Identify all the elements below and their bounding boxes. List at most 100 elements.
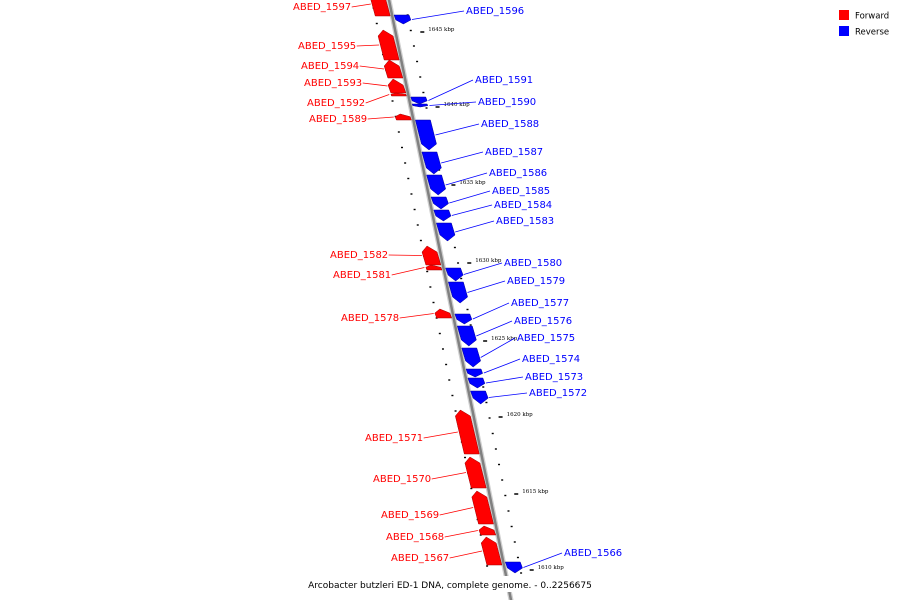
gene-label-abed_1578[interactable]: ABED_1578 (341, 313, 399, 324)
gene-arrow-abed_1587[interactable] (421, 151, 442, 175)
gene-leader-line (365, 94, 390, 104)
gene-leader-line (476, 320, 513, 337)
gene-labels: ABED_1597 ABED_1596 ABED_1595 ABED_1594 ABED… (293, 2, 622, 568)
gene-arrow-abed_1597[interactable] (370, 0, 391, 17)
gene-arrow-abed_1595[interactable] (377, 29, 400, 61)
gene-label-abed_1593[interactable]: ABED_1593 (304, 78, 362, 89)
gene-label-abed_1589[interactable]: ABED_1589 (309, 114, 367, 125)
gene-label-abed_1566[interactable]: ABED_1566 (564, 548, 622, 559)
gene-leader-line (463, 262, 503, 275)
gene-leader-line (428, 79, 474, 101)
gene-arrow-abed_1589[interactable] (394, 113, 412, 121)
gene-label-abed_1597[interactable]: ABED_1597 (293, 2, 351, 13)
gene-arrow-abed_1570[interactable] (464, 456, 487, 489)
tick-label: 1645 kbp (428, 27, 455, 33)
gene-label-abed_1572[interactable]: ABED_1572 (529, 388, 587, 399)
gene-leader-line (359, 65, 385, 70)
gene-label-abed_1590[interactable]: ABED_1590 (478, 97, 536, 108)
gene-leader-line (411, 10, 465, 20)
gene-label-abed_1588[interactable]: ABED_1588 (481, 119, 539, 130)
gene-leader-line (483, 358, 521, 374)
gene-leader-line (391, 267, 425, 276)
gene-label-abed_1581[interactable]: ABED_1581 (333, 270, 391, 281)
tick-label: 1630 kbp (475, 258, 502, 264)
gene-leader-line (467, 280, 506, 293)
gene-label-abed_1570[interactable]: ABED_1570 (373, 474, 431, 485)
gene-label-abed_1569[interactable]: ABED_1569 (381, 510, 439, 521)
gene-arrow-abed_1582[interactable] (421, 245, 442, 266)
gene-arrow-abed_1579[interactable] (448, 281, 468, 304)
gene-arrow-abed_1596[interactable] (393, 14, 412, 25)
gene-arrow-abed_1585[interactable] (430, 196, 449, 210)
caption-background (300, 576, 600, 592)
gene-arrow-abed_1567[interactable] (480, 536, 503, 566)
gene-label-abed_1580[interactable]: ABED_1580 (504, 258, 562, 269)
gene-label-abed_1571[interactable]: ABED_1571 (365, 433, 423, 444)
tick-label: 1625 kbp (491, 336, 518, 342)
gene-leader-line (441, 151, 484, 164)
gene-arrow-abed_1568[interactable] (478, 525, 497, 536)
gene-leader-line (356, 44, 380, 47)
gene-leader-line (451, 204, 493, 216)
genome-backbone (386, 0, 514, 600)
gene-arrow-abed_1590[interactable] (411, 103, 429, 108)
gene-label-abed_1576[interactable]: ABED_1576 (514, 316, 572, 327)
gene-label-abed_1575[interactable]: ABED_1575 (517, 333, 575, 344)
gene-leader-line (480, 337, 516, 358)
gene-label-abed_1586[interactable]: ABED_1586 (489, 168, 547, 179)
gene-arrow-abed_1583[interactable] (436, 222, 456, 242)
gene-arrow-abed_1588[interactable] (415, 119, 437, 151)
gene-features (370, 0, 523, 574)
gene-label-abed_1584[interactable]: ABED_1584 (494, 200, 552, 211)
gene-arrow-abed_1580[interactable] (445, 267, 464, 282)
gene-arrow-abed_1593[interactable] (387, 78, 407, 94)
gene-leader-line (435, 123, 480, 136)
gene-arrow-abed_1569[interactable] (471, 490, 494, 525)
gene-leader-line (472, 302, 510, 320)
gene-label-abed_1596[interactable]: ABED_1596 (466, 6, 524, 17)
gene-arrow-abed_1581[interactable] (425, 264, 443, 271)
gene-label-abed_1579[interactable]: ABED_1579 (507, 276, 565, 287)
gene-arrow-abed_1578[interactable] (434, 308, 453, 319)
gene-label-abed_1583[interactable]: ABED_1583 (496, 216, 554, 227)
gene-arrow-abed_1575[interactable] (461, 347, 481, 368)
gene-label-abed_1594[interactable]: ABED_1594 (301, 61, 359, 72)
gene-leader-line (485, 376, 524, 384)
legend: Forward Reverse (839, 10, 889, 38)
gene-label-abed_1595[interactable]: ABED_1595 (298, 41, 356, 52)
gene-leader-line (455, 220, 495, 233)
gene-leader-line (388, 254, 422, 256)
gene-label-abed_1574[interactable]: ABED_1574 (522, 354, 580, 365)
gene-arrow-abed_1594[interactable] (383, 59, 404, 79)
gene-arrow-abed_1574[interactable] (465, 368, 483, 378)
gene-arrow-abed_1571[interactable] (455, 409, 480, 455)
gene-leader-line (444, 530, 478, 538)
gene-arrow-abed_1576[interactable] (456, 325, 477, 347)
gene-arrow-abed_1566[interactable] (504, 561, 523, 574)
gene-arrow-abed_1586[interactable] (426, 174, 446, 196)
gene-label-abed_1573[interactable]: ABED_1573 (525, 372, 583, 383)
gene-label-abed_1592[interactable]: ABED_1592 (307, 98, 365, 109)
gene-label-abed_1582[interactable]: ABED_1582 (330, 250, 388, 261)
gene-leader-line (367, 116, 394, 120)
gene-leader-line (431, 472, 467, 480)
gene-arrow-abed_1572[interactable] (470, 390, 489, 405)
gene-label-abed_1585[interactable]: ABED_1585 (492, 186, 550, 197)
gene-arrow-abed_1584[interactable] (433, 209, 452, 222)
gene-leader-line (523, 552, 563, 568)
gene-leader-line (445, 172, 488, 186)
gene-label-abed_1587[interactable]: ABED_1587 (485, 147, 543, 158)
gene-label-abed_1568[interactable]: ABED_1568 (386, 532, 444, 543)
gene-leader-line (488, 392, 528, 398)
legend-reverse-label: Reverse (855, 28, 889, 38)
legend-reverse-swatch (839, 26, 849, 36)
gene-arrow-abed_1591[interactable] (410, 96, 428, 105)
gene-arrow-abed_1573[interactable] (467, 377, 486, 389)
gene-arrow-abed_1577[interactable] (454, 313, 473, 325)
gene-label-abed_1591[interactable]: ABED_1591 (475, 75, 533, 86)
gene-arrow-abed_1592[interactable] (390, 92, 407, 97)
gene-leader-line (351, 3, 371, 8)
gene-label-abed_1577[interactable]: ABED_1577 (511, 298, 569, 309)
gene-label-abed_1567[interactable]: ABED_1567 (391, 553, 449, 564)
